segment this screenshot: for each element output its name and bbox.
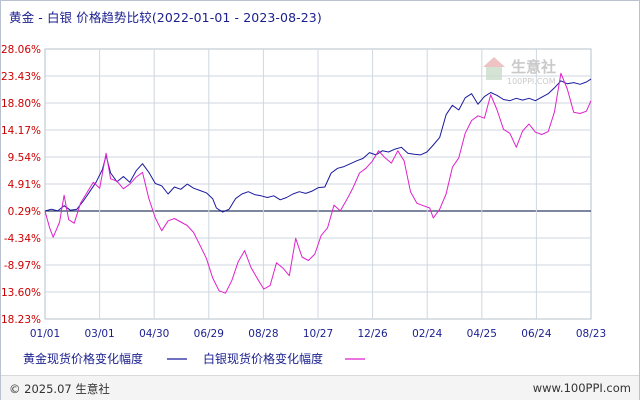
- x-tick-label: 08/28: [248, 328, 278, 340]
- y-tick-label: -4.34%: [4, 233, 41, 245]
- y-tick-label: 4.91%: [8, 179, 41, 191]
- silver-price-line: [44, 72, 592, 294]
- x-tick-label: 08/23: [576, 328, 606, 340]
- y-axis: 28.06% 23.43% 18.80% 14.17% 9.54% 4.91% 0.29% -…: [1, 44, 41, 326]
- x-tick-label: 12/26: [357, 328, 388, 340]
- x-tick-label: 03/01: [84, 328, 114, 340]
- y-tick-label: 9.54%: [8, 152, 41, 164]
- site-url[interactable]: www.100PPI.com: [532, 381, 631, 395]
- y-tick-label: 14.17%: [1, 125, 41, 137]
- y-tick-label: -18.23%: [1, 314, 41, 326]
- y-tick-label: 0.29%: [8, 206, 41, 218]
- x-tick-label: 06/29: [194, 328, 224, 340]
- gold-price-line: [44, 78, 592, 213]
- y-tick-label: -8.97%: [4, 260, 41, 272]
- legend-label-gold: 黄金现货价格变化幅度: [23, 351, 143, 366]
- series: [44, 72, 592, 294]
- legend-label-silver: 白银现货价格变化幅度: [203, 351, 323, 366]
- chart-title: 黄金 - 白银 价格趋势比较(2022-01-01 - 2023-08-23): [9, 10, 322, 25]
- y-tick-label: 18.80%: [1, 98, 41, 110]
- y-tick-label: 23.43%: [1, 71, 41, 83]
- x-tick-label: 01/01: [30, 328, 60, 340]
- x-tick-label: 04/30: [139, 328, 169, 340]
- footer: © 2025.07 生意社 www.100PPI.com: [1, 375, 639, 400]
- watermark-sub: 100PPI.COM: [507, 77, 556, 86]
- logo-house: [486, 67, 502, 80]
- x-tick-label: 06/24: [521, 328, 552, 340]
- x-tick-label: 04/25: [467, 328, 497, 340]
- legend: 黄金现货价格变化幅度 白银现货价格变化幅度: [23, 351, 365, 366]
- x-axis: 01/01 03/01 04/30 06/29 08/28 10/27 12/26 02/24…: [30, 328, 606, 340]
- logo-roof: [483, 57, 505, 67]
- watermark-name: 生意社: [511, 58, 556, 76]
- y-tick-label: -13.60%: [1, 287, 41, 299]
- grid: [44, 48, 592, 320]
- x-tick-label: 10/27: [303, 328, 333, 340]
- x-tick-label: 02/24: [412, 328, 443, 340]
- y-tick-label: 28.06%: [1, 44, 41, 56]
- copyright-text: © 2025.07 生意社: [9, 382, 110, 396]
